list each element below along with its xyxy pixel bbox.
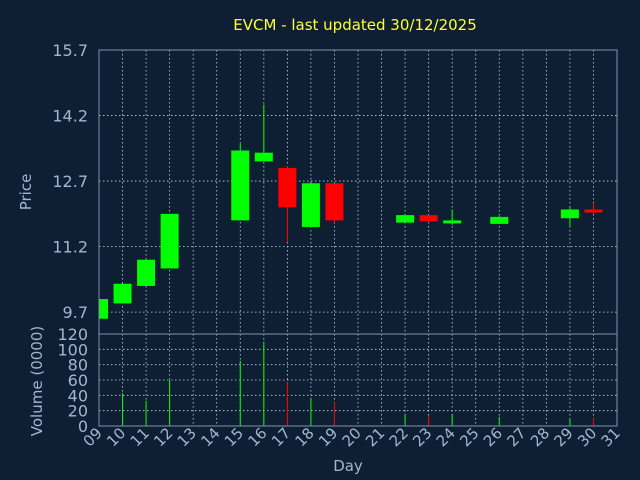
price-grid [99, 50, 617, 334]
candle-body [419, 215, 438, 222]
x-tick-label: 22 [386, 424, 412, 450]
candle-body [584, 209, 603, 213]
price-tick-label: 14.2 [52, 107, 88, 126]
candle-body [325, 183, 344, 221]
candle-body [301, 183, 320, 227]
x-tick-label: 31 [598, 424, 624, 450]
volume-tick-label: 100 [57, 340, 88, 359]
candle-body [231, 150, 250, 221]
candle-body [560, 209, 579, 219]
price-axis-ticks: 9.7 11.2 12.7 14.2 15.7 [52, 41, 88, 322]
price-tick-label: 12.7 [52, 172, 88, 191]
volume-tick-label: 60 [68, 371, 88, 390]
x-axis-label: Day [333, 457, 363, 475]
volume-tick-label: 40 [68, 386, 88, 405]
x-tick-label: 23 [409, 424, 435, 450]
candle-body [113, 283, 132, 304]
x-tick-label: 26 [480, 424, 506, 450]
candle-body [278, 167, 297, 208]
x-tick-label: 19 [315, 424, 341, 450]
x-tick-label: 17 [268, 424, 294, 450]
price-tick-label: 11.2 [52, 238, 88, 257]
x-tick-label: 28 [527, 424, 553, 450]
x-tick-label: 16 [244, 424, 270, 450]
x-tick-label: 29 [551, 424, 577, 450]
x-tick-label: 20 [339, 424, 365, 450]
candle-body [99, 299, 108, 319]
x-tick-label: 27 [503, 424, 529, 450]
volume-tick-label: 20 [68, 402, 88, 421]
volume-panel-frame [98, 333, 618, 427]
price-tick-label: 15.7 [52, 41, 88, 60]
x-tick-label: 11 [127, 424, 153, 450]
x-tick-label: 24 [433, 424, 459, 450]
volume-tick-label: 80 [68, 356, 88, 375]
volume-tick-label: 120 [57, 325, 88, 344]
chart-title: EVCM - last updated 30/12/2025 [233, 16, 477, 34]
x-tick-label: 30 [574, 424, 600, 450]
x-tick-label: 25 [456, 424, 482, 450]
price-candles [98, 104, 603, 319]
volume-bars [122, 341, 594, 426]
candle-body [160, 213, 179, 269]
volume-grid [99, 334, 617, 426]
candle-body [443, 220, 462, 224]
x-tick-label: 18 [292, 424, 318, 450]
x-tick-label: 10 [103, 424, 129, 450]
candle-body [490, 216, 509, 224]
x-axis-ticks: 0910111213141516171819202122232425262728… [80, 424, 624, 450]
volume-axis-label: Volume (0000) [28, 326, 46, 436]
x-tick-label: 15 [221, 424, 247, 450]
x-tick-label: 13 [174, 424, 200, 450]
candle-body [254, 152, 273, 162]
candle-body [137, 259, 156, 286]
volume-tick-label: 0 [78, 417, 88, 436]
x-tick-label: 14 [197, 424, 223, 450]
candle-body [396, 215, 415, 223]
price-axis-label: Price [17, 174, 35, 211]
x-tick-label: 21 [362, 424, 388, 450]
price-tick-label: 9.7 [63, 303, 88, 322]
x-tick-label: 12 [150, 424, 176, 450]
